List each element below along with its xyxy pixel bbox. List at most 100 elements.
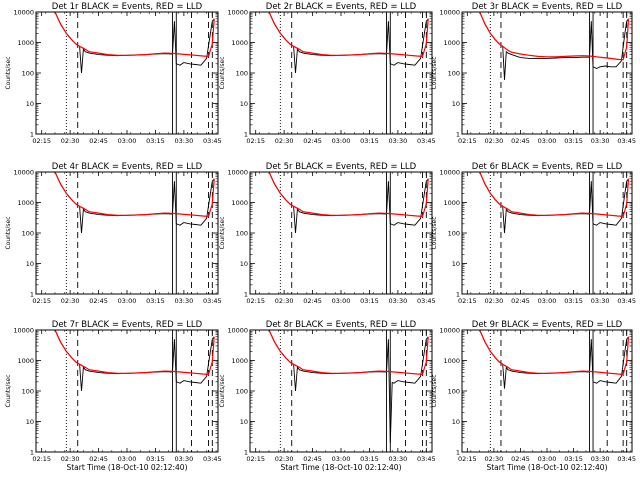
x-tick-label: 03:45 [417,455,436,463]
x-tick-label: 02:30 [485,137,504,145]
x-tick-label: 03:30 [591,137,610,145]
x-axis-label: Start Time (18-Oct-10 02:12:40) [280,463,401,472]
x-tick-label: 03:45 [203,297,222,305]
x-tick-label: 03:30 [389,137,408,145]
plot-frame [461,171,633,295]
y-tick-label: 10 [240,260,248,268]
x-axis-label: Start Time (18-Oct-10 02:12:40) [486,463,607,472]
x-tick-label: 02:30 [485,297,504,305]
panel-title: Det 3r BLACK = Events, RED = LLD [472,2,623,12]
y-tick-label: 10 [452,260,460,268]
events-series-line [479,330,629,389]
y-tick-label: 1 [456,449,460,457]
y-axis-label: Counts/sec [5,374,12,407]
panel-title: Det 8r BLACK = Events, RED = LLD [266,320,417,330]
lld-series-line [268,330,429,376]
x-tick-label: 02:30 [485,455,504,463]
y-tick-label: 10000 [13,327,34,335]
x-tick-label: 03:00 [332,137,351,145]
x-tick-label: 02:30 [61,455,80,463]
panel-title: Det 9r BLACK = Events, RED = LLD [472,320,623,330]
x-tick-label: 02:15 [246,297,265,305]
y-tick-label: 1 [30,131,34,139]
lld-series-line [479,172,630,218]
y-tick-label: 1000 [231,39,248,47]
x-tick-label: 03:15 [146,137,165,145]
events-series-line [479,12,629,80]
x-tick-label: 02:30 [275,297,294,305]
y-tick-label: 1 [30,449,34,457]
x-tick-label: 02:45 [511,297,530,305]
y-tick-label: 100 [448,388,460,396]
x-tick-label: 02:15 [458,455,477,463]
x-tick-label: 02:15 [246,137,265,145]
x-tick-label: 03:45 [417,297,436,305]
x-tick-label: 02:30 [275,455,294,463]
y-axis-label: Counts/sec [219,374,226,407]
x-tick-label: 03:45 [617,137,636,145]
y-tick-label: 10 [240,100,248,108]
events-series-line [54,330,215,392]
y-axis-label: Counts/sec [219,56,226,89]
panel-title: Det 1r BLACK = Events, RED = LLD [52,2,203,12]
panel-7: Det 7r BLACK = Events, RED = LLD Counts/s… [5,320,222,472]
y-tick-label: 10000 [439,169,460,177]
y-tick-label: 1000 [443,199,460,207]
y-axis-label: Counts/sec [5,56,12,89]
y-tick-label: 10000 [13,169,34,177]
x-tick-label: 02:30 [275,137,294,145]
y-tick-label: 10000 [227,9,248,17]
y-axis-label: Counts/sec [219,216,226,249]
plot-frame [35,171,219,295]
x-tick-label: 02:15 [246,455,265,463]
x-tick-label: 03:45 [417,137,436,145]
y-tick-label: 100 [22,230,34,238]
x-tick-label: 03:30 [389,455,408,463]
y-tick-label: 100 [22,388,34,396]
lld-series-line [268,172,429,218]
lld-series-line [268,12,429,58]
y-tick-label: 1000 [231,199,248,207]
events-series-line [268,12,429,74]
panel-8: Det 8r BLACK = Events, RED = LLD Counts/s… [219,320,436,472]
x-tick-label: 02:15 [32,455,51,463]
y-tick-label: 10 [240,418,248,426]
x-tick-label: 03:30 [591,297,610,305]
panel-1: Det 1r BLACK = Events, RED = LLD Counts/s… [5,2,222,145]
y-tick-label: 1 [244,291,248,299]
x-tick-label: 03:00 [118,137,137,145]
y-tick-label: 1000 [17,357,34,365]
panel-title: Det 4r BLACK = Events, RED = LLD [52,162,203,172]
plot-frame [35,11,219,135]
y-tick-label: 100 [448,70,460,78]
x-tick-label: 02:15 [32,137,51,145]
y-tick-label: 1000 [17,199,34,207]
x-tick-label: 03:00 [538,137,557,145]
x-tick-label: 03:30 [175,297,194,305]
panel-3: Det 3r BLACK = Events, RED = LLD Counts/s… [431,2,636,145]
events-series-line [479,172,629,234]
lld-series-line [479,12,630,61]
panel-2: Det 2r BLACK = Events, RED = LLD Counts/s… [219,2,436,145]
x-tick-label: 02:45 [89,455,108,463]
y-tick-label: 10000 [439,327,460,335]
x-tick-label: 02:45 [89,297,108,305]
panel-9: Det 9r BLACK = Events, RED = LLD Counts/s… [431,320,636,472]
panel-title: Det 5r BLACK = Events, RED = LLD [266,162,417,172]
y-tick-label: 1000 [231,357,248,365]
y-tick-label: 10 [26,100,34,108]
plot-frame [249,11,433,135]
x-tick-label: 03:45 [617,455,636,463]
lld-series-line [479,330,630,376]
x-tick-label: 03:30 [591,455,610,463]
plot-frame [249,171,433,295]
y-tick-label: 100 [22,70,34,78]
y-tick-label: 10 [26,418,34,426]
y-tick-label: 10000 [13,9,34,17]
y-axis-label: Counts/sec [5,216,12,249]
y-tick-label: 10000 [227,327,248,335]
events-series-line [54,12,215,74]
x-tick-label: 03:15 [360,297,379,305]
x-tick-label: 02:15 [32,297,51,305]
